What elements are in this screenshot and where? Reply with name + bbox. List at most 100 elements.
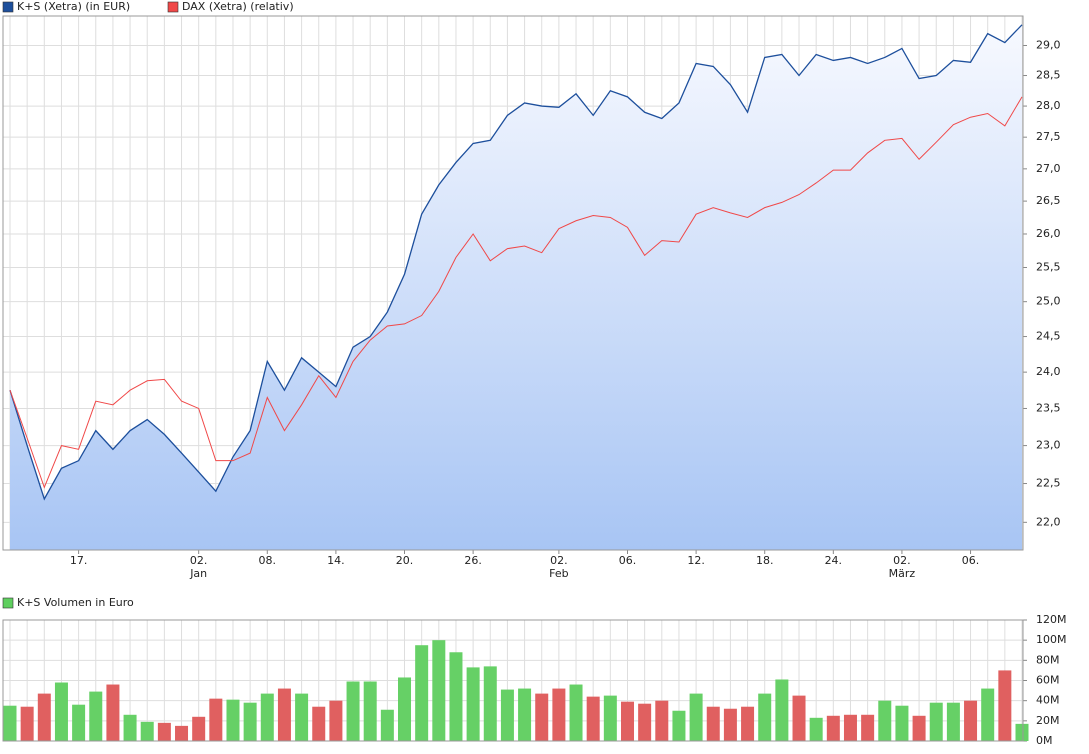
bar xyxy=(466,667,480,741)
area xyxy=(10,24,1022,550)
y-tick-label: 28,5 xyxy=(1036,69,1061,82)
bar xyxy=(209,698,223,741)
bar xyxy=(809,717,823,741)
bar xyxy=(826,715,840,741)
bar xyxy=(672,710,686,741)
bar xyxy=(792,695,806,741)
y-tick-label: 100M xyxy=(1036,633,1067,646)
y-tick-label: 40M xyxy=(1036,694,1060,707)
bar xyxy=(638,703,652,741)
y-tick-label: 80M xyxy=(1036,653,1060,666)
bar xyxy=(1015,723,1029,741)
bar xyxy=(346,681,360,741)
bar xyxy=(89,691,103,741)
bar xyxy=(37,693,51,741)
bar xyxy=(998,670,1012,741)
bar xyxy=(861,714,875,741)
x-tick-label: 26. xyxy=(464,554,482,567)
bar xyxy=(449,652,463,741)
bar xyxy=(843,714,857,741)
bar xyxy=(500,689,514,741)
x-tick-label: 08. xyxy=(259,554,277,567)
x-month-label: März xyxy=(889,567,916,580)
bar xyxy=(157,722,171,741)
y-tick-label: 24,5 xyxy=(1036,330,1061,343)
y-tick-label: 24,0 xyxy=(1036,365,1061,378)
y-tick-label: 28,0 xyxy=(1036,99,1061,112)
y-tick-label: 26,5 xyxy=(1036,194,1061,207)
y-tick-label: 120M xyxy=(1036,613,1067,626)
bar xyxy=(54,682,68,741)
bar xyxy=(758,693,772,741)
bar xyxy=(569,684,583,741)
bar xyxy=(706,706,720,741)
bar xyxy=(20,706,34,741)
y-tick-label: 23,0 xyxy=(1036,439,1061,452)
bar xyxy=(226,699,240,741)
plot-border xyxy=(2,619,1024,742)
y-tick-label: 29,0 xyxy=(1036,39,1061,52)
line xyxy=(9,24,1023,501)
bar xyxy=(243,702,257,741)
legend-label: K+S Volumen in Euro xyxy=(17,596,134,609)
x-tick-label: 06. xyxy=(619,554,637,567)
x-tick-label: 18. xyxy=(756,554,774,567)
bar xyxy=(192,716,206,741)
bar xyxy=(277,688,291,741)
bar xyxy=(260,693,274,741)
bar xyxy=(552,688,566,741)
bar xyxy=(912,715,926,741)
y-tick-label: 25,0 xyxy=(1036,295,1061,308)
x-tick-label: 17. xyxy=(70,554,88,567)
bar xyxy=(398,677,412,741)
bar xyxy=(586,696,600,741)
y-tick-label: 0M xyxy=(1036,734,1053,747)
bar xyxy=(329,700,343,741)
bar xyxy=(981,688,995,741)
bar xyxy=(123,714,137,741)
bar xyxy=(946,702,960,741)
legend-swatch xyxy=(2,1,14,13)
y-tick-label: 20M xyxy=(1036,714,1060,727)
x-tick-label: 12. xyxy=(687,554,705,567)
legend-label: DAX (Xetra) (relativ) xyxy=(182,0,294,13)
line xyxy=(9,96,1023,489)
bar xyxy=(655,700,669,741)
bar xyxy=(878,700,892,741)
bar xyxy=(775,679,789,741)
bar xyxy=(483,666,497,741)
bar xyxy=(3,705,17,741)
bar xyxy=(380,709,394,741)
y-tick-label: 22,5 xyxy=(1036,477,1061,490)
y-tick-label: 26,0 xyxy=(1036,227,1061,240)
bar xyxy=(603,695,617,741)
y-tick-label: 27,5 xyxy=(1036,130,1061,143)
x-tick-label: 02. xyxy=(190,554,208,567)
y-tick-label: 22,0 xyxy=(1036,515,1061,528)
legend-swatch xyxy=(167,1,179,13)
x-tick-label: 02. xyxy=(550,554,568,567)
bar xyxy=(72,704,86,741)
y-tick-label: 60M xyxy=(1036,674,1060,687)
y-tick-label: 27,0 xyxy=(1036,162,1061,175)
bar xyxy=(620,701,634,741)
bar xyxy=(723,708,737,741)
bar xyxy=(518,688,532,741)
bar xyxy=(689,693,703,741)
x-tick-label: 24. xyxy=(825,554,843,567)
bar xyxy=(312,706,326,741)
bar xyxy=(895,705,909,741)
legend-label: K+S (Xetra) (in EUR) xyxy=(17,0,130,13)
x-month-label: Jan xyxy=(189,567,207,580)
x-tick-label: 02. xyxy=(893,554,911,567)
bar xyxy=(929,702,943,741)
bar xyxy=(295,693,309,741)
plot-border xyxy=(2,15,1024,551)
y-tick-label: 25,5 xyxy=(1036,260,1061,273)
bar xyxy=(106,684,120,741)
bar xyxy=(363,681,377,741)
bar xyxy=(175,725,189,741)
x-tick-label: 14. xyxy=(327,554,345,567)
bar xyxy=(140,721,154,741)
